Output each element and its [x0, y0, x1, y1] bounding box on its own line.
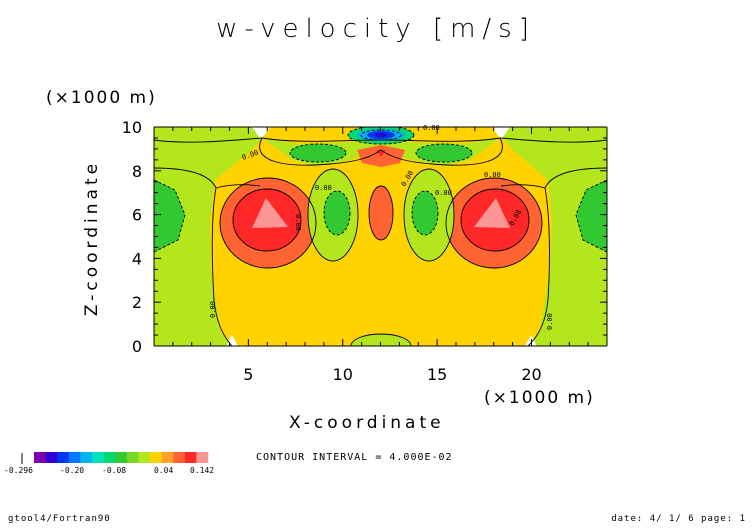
contour-line	[360, 129, 402, 141]
contour-line	[347, 127, 415, 145]
colorbar-swatch	[150, 452, 162, 463]
colorbar-swatch	[161, 452, 174, 463]
top-right-negative-cell	[416, 144, 472, 162]
top-jet-peak	[375, 133, 387, 137]
contour-label: 0.00	[423, 124, 440, 132]
colorbar-label: -0.08	[102, 466, 126, 475]
x-tick-label: 10	[333, 365, 353, 384]
contour-label: 0.00	[546, 313, 554, 330]
colorbar-swatch	[138, 452, 151, 463]
contour-line	[232, 188, 302, 252]
colorbar-label: -0.296	[4, 466, 33, 475]
colorbar-labels: -0.296 -0.20 -0.08 0.04 0.142	[4, 466, 214, 475]
contour-line	[403, 168, 455, 262]
contour-label: 0.00	[435, 189, 452, 197]
colorbar-swatch	[196, 452, 209, 463]
colorbar-swatch	[68, 452, 81, 463]
contour-line	[219, 177, 317, 269]
y-tick-label: 8	[132, 162, 142, 181]
y-tick-label: 4	[132, 249, 142, 268]
negative-contours	[154, 127, 607, 253]
colorbar-swatch	[34, 452, 46, 463]
x-tick-label: 5	[243, 365, 253, 384]
footer-left: gtool4/Fortran90	[8, 514, 111, 524]
x-tick-label: 15	[427, 365, 447, 384]
contour-line	[460, 188, 530, 252]
right-negative-cell	[576, 180, 607, 252]
center-updraft	[369, 186, 393, 240]
y-unit-label: (×1000 m)	[46, 88, 157, 108]
right-positive-region	[495, 127, 607, 346]
colorbar-swatch	[126, 452, 139, 463]
top-left-notch	[252, 127, 270, 140]
contour-label: 0.08	[294, 214, 302, 231]
colorbar-swatch	[115, 452, 128, 463]
contour-lines	[154, 127, 607, 346]
contour-label: 0.00	[484, 171, 501, 179]
contour-label: 0.00	[315, 184, 332, 192]
x-unit-label: (×1000 m)	[484, 388, 595, 408]
top-band	[154, 127, 607, 145]
chart-title: w-velocity [m/s]	[216, 14, 536, 44]
contour-interval: CONTOUR INTERVAL = 4.000E-02	[256, 452, 453, 463]
colorbar-swatch	[80, 452, 93, 463]
contour-line	[154, 179, 186, 253]
inner-left-downdraft-core	[324, 191, 350, 235]
colorbar	[34, 452, 209, 463]
tick-labels: 5 10 15 20 0 2 4 6 8 10	[122, 118, 542, 384]
contour-line	[289, 143, 347, 163]
contour-line	[368, 185, 394, 241]
top-left-negative-cell	[290, 144, 346, 162]
contour-line	[415, 143, 473, 163]
contour-line	[575, 179, 607, 253]
contour-line	[500, 184, 546, 189]
left-positive-region	[154, 127, 270, 346]
contour-line	[259, 137, 503, 166]
contour-line	[154, 167, 233, 346]
right-updraft-peak	[474, 198, 510, 228]
colorbar-label: -0.20	[60, 466, 84, 475]
colorbar-swatch	[45, 452, 58, 463]
y-tick-label: 6	[132, 206, 142, 225]
tick-marks	[153, 126, 608, 347]
colorbar-swatch	[92, 452, 104, 463]
colorbar-label: 0.04	[154, 466, 173, 475]
left-updraft-peak	[252, 198, 288, 228]
colorbar-swatch	[173, 452, 186, 463]
y-tick-label: 10	[122, 118, 142, 137]
contour-line	[445, 177, 543, 269]
y-tick-label: 2	[132, 293, 142, 312]
colorbar-label: 0.142	[190, 466, 214, 475]
colorbar-swatch	[57, 452, 70, 463]
contour-label: 0.00	[209, 301, 217, 318]
contour-line	[323, 190, 351, 236]
inner-right-downdraft-core	[412, 191, 438, 235]
contour-line	[215, 184, 261, 189]
footer-right: date: 4/ 1/ 6 page: 1	[611, 514, 746, 524]
colorbar-swatch	[184, 452, 197, 463]
contour-line	[307, 168, 359, 262]
contour-line	[350, 333, 412, 346]
x-axis-label: X-coordinate	[289, 413, 445, 433]
x-tick-label: 20	[521, 365, 541, 384]
contour-fill	[154, 127, 607, 346]
left-negative-cell	[154, 180, 185, 252]
colorbar-swatch	[103, 452, 116, 463]
top-right-notch	[492, 127, 510, 140]
bottom-center-cell	[351, 334, 411, 346]
contour-line	[527, 167, 607, 346]
contour-line	[411, 190, 439, 236]
y-tick-label: 0	[132, 337, 142, 356]
